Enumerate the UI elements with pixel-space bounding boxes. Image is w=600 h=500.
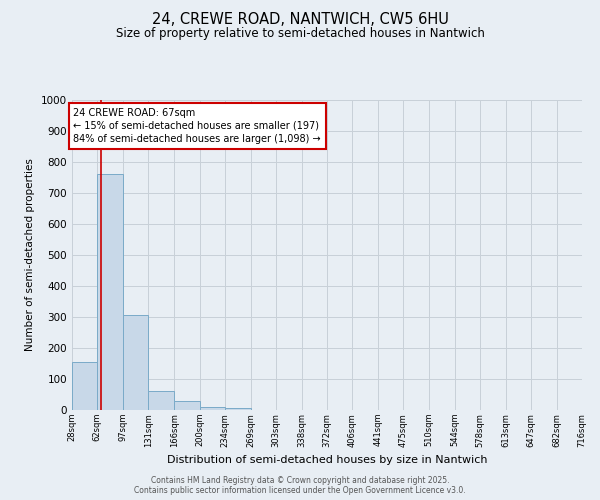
- Bar: [97, 174, 123, 410]
- Bar: [225, 408, 251, 410]
- Y-axis label: Number of semi-detached properties: Number of semi-detached properties: [25, 158, 35, 352]
- Bar: [148, 392, 174, 410]
- Text: 24 CREWE ROAD: 67sqm
← 15% of semi-detached houses are smaller (197)
84% of semi: 24 CREWE ROAD: 67sqm ← 15% of semi-detac…: [73, 108, 321, 144]
- Bar: [72, 362, 97, 410]
- X-axis label: Distribution of semi-detached houses by size in Nantwich: Distribution of semi-detached houses by …: [167, 455, 487, 465]
- Bar: [174, 400, 199, 410]
- Text: Contains HM Land Registry data © Crown copyright and database right 2025.
Contai: Contains HM Land Registry data © Crown c…: [134, 476, 466, 495]
- Text: Size of property relative to semi-detached houses in Nantwich: Size of property relative to semi-detach…: [116, 28, 484, 40]
- Bar: [123, 316, 148, 410]
- Text: 24, CREWE ROAD, NANTWICH, CW5 6HU: 24, CREWE ROAD, NANTWICH, CW5 6HU: [152, 12, 448, 28]
- Bar: [199, 407, 225, 410]
